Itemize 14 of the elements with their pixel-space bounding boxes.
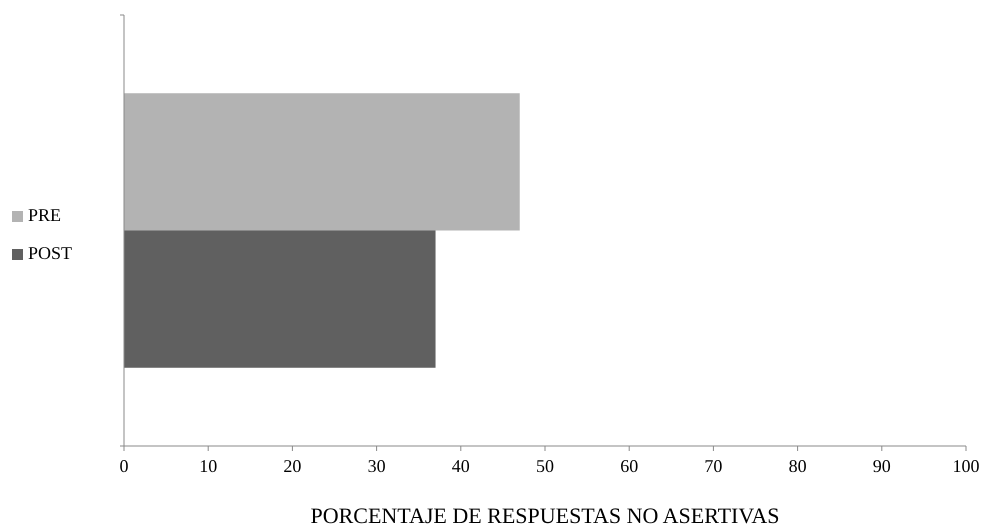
x-tick-label: 20 bbox=[283, 456, 302, 476]
x-axis-title: PORCENTAJE DE RESPUESTAS NO ASERTIVAS bbox=[310, 503, 780, 528]
legend-label: POST bbox=[28, 243, 72, 264]
x-tick-label: 10 bbox=[199, 456, 218, 476]
x-tick-label: 70 bbox=[704, 456, 722, 476]
x-tick-label: 50 bbox=[536, 456, 554, 476]
x-tick-label: 90 bbox=[872, 456, 891, 476]
x-tick-label: 60 bbox=[620, 456, 638, 476]
legend-label: PRE bbox=[28, 205, 62, 226]
x-tick-label: 40 bbox=[452, 456, 470, 476]
x-tick-label: 0 bbox=[120, 456, 128, 476]
x-tick-label: 100 bbox=[952, 456, 980, 476]
x-tick-label: 30 bbox=[368, 456, 386, 476]
x-tick-label: 80 bbox=[788, 456, 807, 476]
